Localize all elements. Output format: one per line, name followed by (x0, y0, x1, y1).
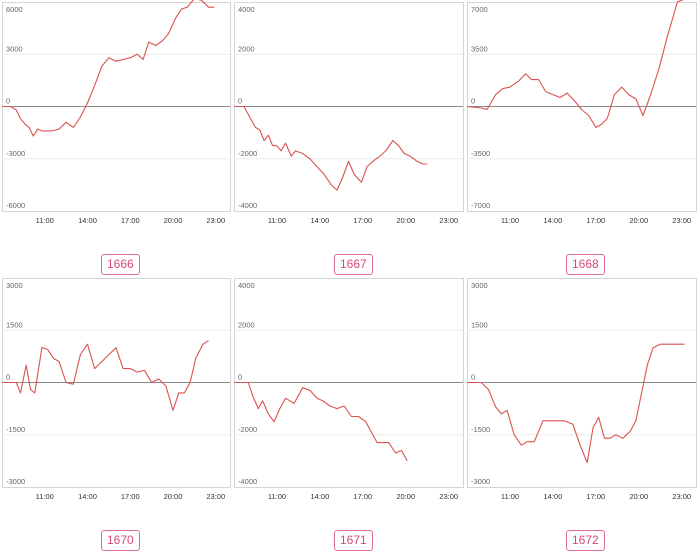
y-tick-label: -2000 (238, 425, 257, 434)
y-tick-label: 0 (471, 373, 475, 382)
y-tick-label: 6000 (6, 5, 23, 14)
y-tick-label: 1500 (6, 320, 23, 329)
x-tick-label: 14:00 (543, 216, 562, 225)
y-tick-label: 4000 (238, 281, 255, 290)
chart-label-badge: 1666 (101, 254, 140, 275)
x-tick-label: 11:00 (501, 216, 519, 225)
series-line (234, 381, 408, 462)
chart-panel-1668: 7000 3500 0 -3500 -7000 11:00 14:00 17:00 20:00 2… (466, 0, 697, 225)
series-line (466, 0, 684, 128)
series-line (2, 0, 215, 137)
x-tick-label: 23:00 (206, 216, 225, 225)
x-tick-label: 23:00 (672, 492, 691, 501)
x-tick-label: 17:00 (121, 492, 140, 501)
y-tick-label: -4000 (238, 201, 257, 210)
y-tick-label: -6000 (6, 201, 25, 210)
y-tick-label: -3000 (6, 149, 25, 158)
x-tick-label: 20:00 (629, 492, 648, 501)
chart-panel-1671: 4000 2000 0 -2000 -4000 11:00 14:00 17:00 20:00 2… (234, 278, 464, 501)
y-tick-label: -4000 (238, 477, 257, 486)
series-line (2, 340, 209, 411)
x-tick-label: 14:00 (78, 216, 97, 225)
x-tick-label: 17:00 (121, 216, 140, 225)
x-tick-label: 23:00 (672, 216, 691, 225)
chart-label-badge: 1670 (101, 530, 140, 551)
x-tick-label: 11:00 (268, 492, 286, 501)
y-tick-label: 0 (6, 97, 10, 106)
x-tick-label: 20:00 (164, 492, 183, 501)
chart-panel-1667: 4000 2000 0 -2000 -4000 11:00 14:00 17:00 20:00 2… (234, 2, 464, 225)
y-tick-label: 3000 (471, 281, 488, 290)
y-tick-label: -7000 (471, 201, 490, 210)
y-tick-label: 0 (6, 373, 10, 382)
x-tick-label: 23:00 (439, 492, 458, 501)
chart-panel-1672: 3000 1500 0 -1500 -3000 11:00 14:00 17:00 20:00 2… (467, 278, 697, 501)
x-tick-label: 20:00 (396, 492, 415, 501)
x-tick-label: 14:00 (310, 216, 329, 225)
x-tick-label: 14:00 (310, 492, 329, 501)
x-tick-label: 23:00 (439, 216, 458, 225)
y-tick-label: 3500 (471, 44, 488, 53)
chart-label-badge: 1668 (566, 254, 605, 275)
y-tick-label: 2000 (238, 44, 255, 53)
x-tick-label: 17:00 (353, 216, 372, 225)
x-tick-label: 11:00 (36, 216, 54, 225)
y-tick-label: 7000 (471, 5, 488, 14)
y-tick-label: 1500 (471, 320, 488, 329)
y-tick-label: -1500 (6, 425, 25, 434)
y-tick-label: -1500 (471, 425, 490, 434)
y-tick-label: 0 (471, 97, 475, 106)
y-tick-label: 3000 (6, 281, 23, 290)
x-tick-label: 20:00 (164, 216, 183, 225)
x-tick-label: 14:00 (78, 492, 97, 501)
y-tick-label: 0 (238, 373, 242, 382)
x-tick-label: 11:00 (268, 216, 286, 225)
series-line (234, 105, 428, 191)
x-tick-label: 17:00 (586, 492, 605, 501)
chart-label-badge: 1671 (334, 530, 373, 551)
x-tick-label: 20:00 (629, 216, 648, 225)
x-tick-label: 17:00 (586, 216, 605, 225)
x-tick-label: 11:00 (36, 492, 54, 501)
chart-panel-1666: 6000 3000 0 -3000 -6000 11:00 14:00 17:00 20:00 2… (2, 0, 231, 225)
chart-panel-1670: 3000 1500 0 -1500 -3000 11:00 14:00 17:00 20:00 2… (2, 278, 231, 501)
y-tick-label: 2000 (238, 320, 255, 329)
chart-label-badge: 1672 (566, 530, 605, 551)
y-tick-label: -3000 (471, 477, 490, 486)
y-tick-label: 0 (238, 97, 242, 106)
series-line (467, 343, 685, 464)
y-tick-label: -3000 (6, 477, 25, 486)
x-tick-label: 20:00 (396, 216, 415, 225)
x-tick-label: 14:00 (543, 492, 562, 501)
y-tick-label: -2000 (238, 149, 257, 158)
x-tick-label: 23:00 (206, 492, 225, 501)
x-tick-label: 17:00 (353, 492, 372, 501)
y-tick-label: 3000 (6, 44, 23, 53)
y-tick-label: 4000 (238, 5, 255, 14)
chart-label-badge: 1667 (334, 254, 373, 275)
x-tick-label: 11:00 (501, 492, 519, 501)
y-tick-label: -3500 (471, 149, 490, 158)
